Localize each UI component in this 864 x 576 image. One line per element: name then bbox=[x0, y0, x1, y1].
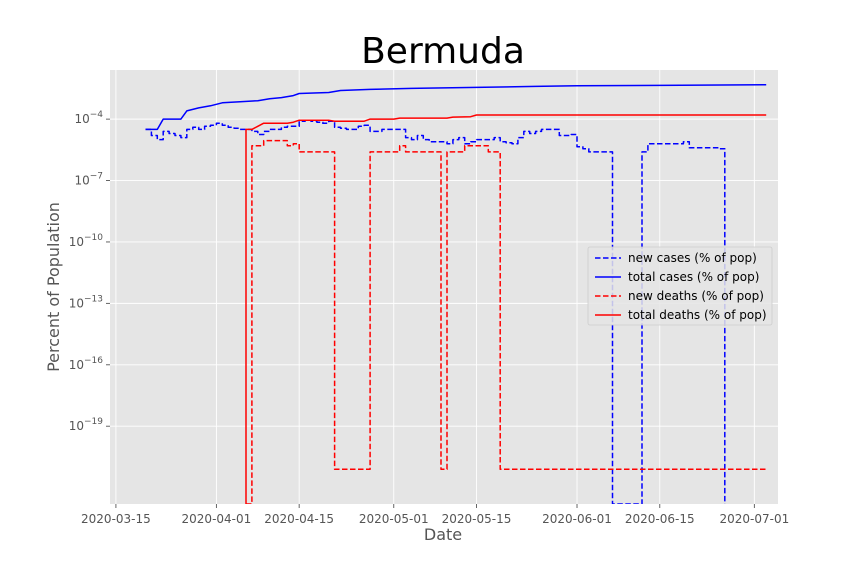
legend-label-total-deaths: total deaths (% of pop) bbox=[628, 308, 767, 322]
x-tick-label: 2020-05-15 bbox=[442, 512, 512, 526]
series-line-total-cases bbox=[145, 83, 767, 131]
axis-ticks: 2020-03-15 2020-04-01 2020-04-15 2020-05-01… bbox=[69, 110, 790, 526]
legend-label-new-deaths: new deaths (% of pop) bbox=[628, 289, 764, 303]
y-tick-label: 10−16 bbox=[69, 356, 104, 372]
series-line-total-deaths bbox=[245, 114, 767, 504]
series-line-new-deaths bbox=[246, 139, 767, 504]
y-axis-label: Percent of Population bbox=[44, 202, 63, 372]
y-tick-label: 10−4 bbox=[74, 110, 103, 126]
y-tick-label: 10−13 bbox=[69, 294, 103, 310]
x-tick-label: 2020-04-15 bbox=[264, 512, 334, 526]
y-tick-label: 10−10 bbox=[69, 233, 104, 249]
chart-title: Bermuda bbox=[361, 31, 525, 72]
x-tick-label: 2020-03-15 bbox=[81, 512, 151, 526]
x-tick-label: 2020-05-01 bbox=[359, 512, 429, 526]
legend: new cases (% of pop) total cases (% of p… bbox=[587, 246, 773, 326]
series-layer bbox=[145, 83, 767, 504]
legend-box bbox=[587, 246, 773, 326]
x-tick-label: 2020-04-01 bbox=[182, 512, 252, 526]
y-tick-label: 10−7 bbox=[74, 172, 103, 188]
series-line-new-cases bbox=[145, 119, 726, 504]
x-tick-label: 2020-06-01 bbox=[542, 512, 612, 526]
x-tick-label: 2020-06-15 bbox=[625, 512, 695, 526]
legend-label-total-cases: total cases (% of pop) bbox=[628, 270, 759, 284]
legend-label-new-cases: new cases (% of pop) bbox=[628, 251, 757, 265]
x-axis-label: Date bbox=[424, 525, 462, 544]
x-tick-label: 2020-07-01 bbox=[719, 512, 789, 526]
y-tick-label: 10−19 bbox=[69, 417, 104, 433]
